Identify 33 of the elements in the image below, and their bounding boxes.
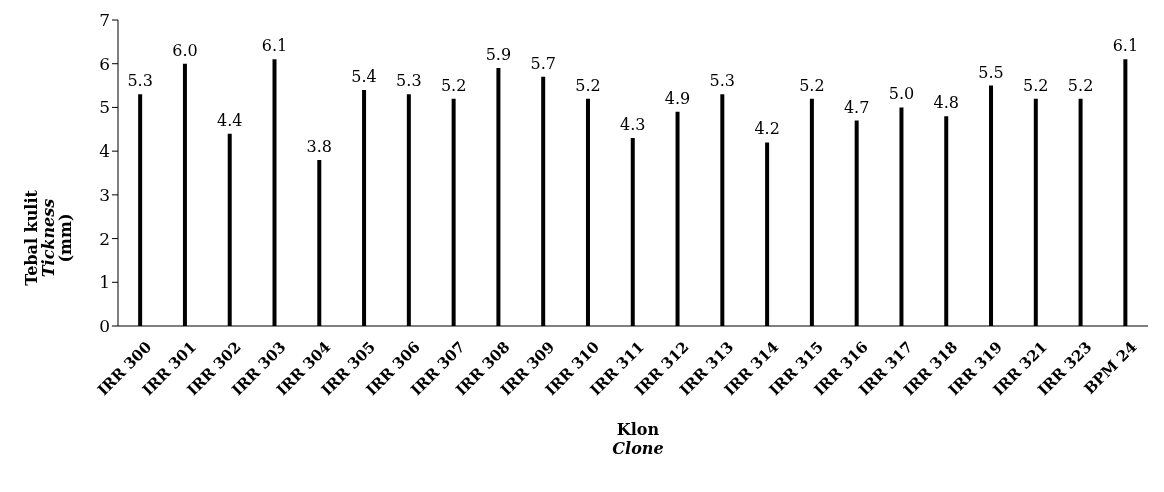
- data-label: 5.5: [978, 62, 1004, 82]
- data-label: 5.2: [575, 75, 601, 95]
- data-label: 5.7: [530, 53, 556, 73]
- data-label: 5.3: [396, 71, 422, 91]
- data-label: 5.3: [709, 71, 736, 91]
- x-axis-title: Klon Clone: [611, 420, 665, 458]
- data-label: 4.8: [933, 93, 959, 113]
- data-label: 6.0: [172, 40, 198, 60]
- y-tick-label: 0: [99, 316, 110, 337]
- y-tick-label: 5: [99, 97, 110, 118]
- data-label: 4.3: [620, 115, 646, 135]
- data-label: 5.3: [127, 71, 153, 91]
- data-label: 5.2: [1023, 75, 1049, 95]
- data-label: 6.1: [261, 36, 288, 56]
- data-label: 5.9: [485, 45, 512, 65]
- data-label: 5.2: [1067, 75, 1094, 95]
- data-label: 4.7: [843, 97, 870, 117]
- data-label: 4.4: [216, 110, 243, 130]
- y-tick-label: 4: [99, 141, 110, 162]
- y-tick-label: 2: [99, 228, 110, 249]
- data-label: 5.4: [351, 66, 377, 86]
- y-tick-label: 3: [99, 184, 110, 205]
- data-label: 3.8: [306, 136, 333, 156]
- y-tick-label: 7: [99, 10, 110, 31]
- data-label: 5.2: [440, 75, 467, 95]
- y-tick-label: 6: [99, 53, 110, 74]
- data-label: 5.2: [799, 75, 825, 95]
- data-label: 6.1: [1112, 36, 1139, 56]
- data-label: 5.0: [888, 84, 915, 104]
- data-label: 4.2: [754, 119, 780, 139]
- y-axis-title: Tebal kulit Tickness (mm): [21, 190, 75, 286]
- y-tick-label: 1: [99, 272, 110, 293]
- data-label: 4.9: [664, 88, 691, 108]
